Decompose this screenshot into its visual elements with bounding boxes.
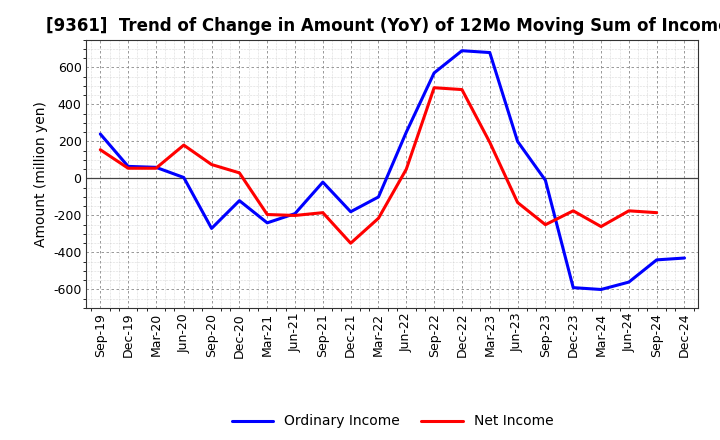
Net Income bbox=[152, 165, 161, 171]
Ordinary Income bbox=[96, 132, 104, 137]
Ordinary Income bbox=[541, 178, 550, 183]
Net Income bbox=[402, 166, 410, 172]
Net Income bbox=[485, 139, 494, 145]
Net Income bbox=[235, 170, 243, 176]
Ordinary Income bbox=[152, 165, 161, 170]
Ordinary Income bbox=[124, 164, 132, 169]
Ordinary Income bbox=[346, 209, 355, 214]
Line: Net Income: Net Income bbox=[100, 88, 657, 243]
Net Income bbox=[318, 210, 327, 215]
Ordinary Income bbox=[430, 70, 438, 76]
Ordinary Income bbox=[624, 279, 633, 285]
Ordinary Income bbox=[458, 48, 467, 53]
Ordinary Income bbox=[318, 180, 327, 185]
Net Income bbox=[346, 241, 355, 246]
Ordinary Income bbox=[374, 194, 383, 200]
Net Income bbox=[124, 165, 132, 171]
Line: Ordinary Income: Ordinary Income bbox=[100, 51, 685, 290]
Ordinary Income bbox=[597, 287, 606, 292]
Net Income bbox=[624, 208, 633, 213]
Net Income bbox=[96, 147, 104, 152]
Y-axis label: Amount (million yen): Amount (million yen) bbox=[34, 101, 48, 247]
Net Income bbox=[430, 85, 438, 90]
Net Income bbox=[291, 213, 300, 218]
Ordinary Income bbox=[235, 198, 243, 203]
Net Income bbox=[263, 212, 271, 217]
Ordinary Income bbox=[513, 139, 522, 144]
Net Income bbox=[374, 216, 383, 221]
Net Income bbox=[458, 87, 467, 92]
Net Income bbox=[179, 143, 188, 148]
Ordinary Income bbox=[569, 285, 577, 290]
Ordinary Income bbox=[291, 211, 300, 216]
Ordinary Income bbox=[402, 129, 410, 135]
Net Income bbox=[569, 208, 577, 213]
Ordinary Income bbox=[485, 50, 494, 55]
Legend: Ordinary Income, Net Income: Ordinary Income, Net Income bbox=[226, 409, 559, 434]
Net Income bbox=[513, 200, 522, 205]
Net Income bbox=[207, 162, 216, 167]
Ordinary Income bbox=[263, 220, 271, 225]
Ordinary Income bbox=[652, 257, 661, 263]
Net Income bbox=[597, 224, 606, 229]
Net Income bbox=[541, 222, 550, 227]
Ordinary Income bbox=[179, 175, 188, 180]
Title: [9361]  Trend of Change in Amount (YoY) of 12Mo Moving Sum of Incomes: [9361] Trend of Change in Amount (YoY) o… bbox=[45, 17, 720, 35]
Ordinary Income bbox=[207, 226, 216, 231]
Ordinary Income bbox=[680, 255, 689, 260]
Net Income bbox=[652, 210, 661, 215]
